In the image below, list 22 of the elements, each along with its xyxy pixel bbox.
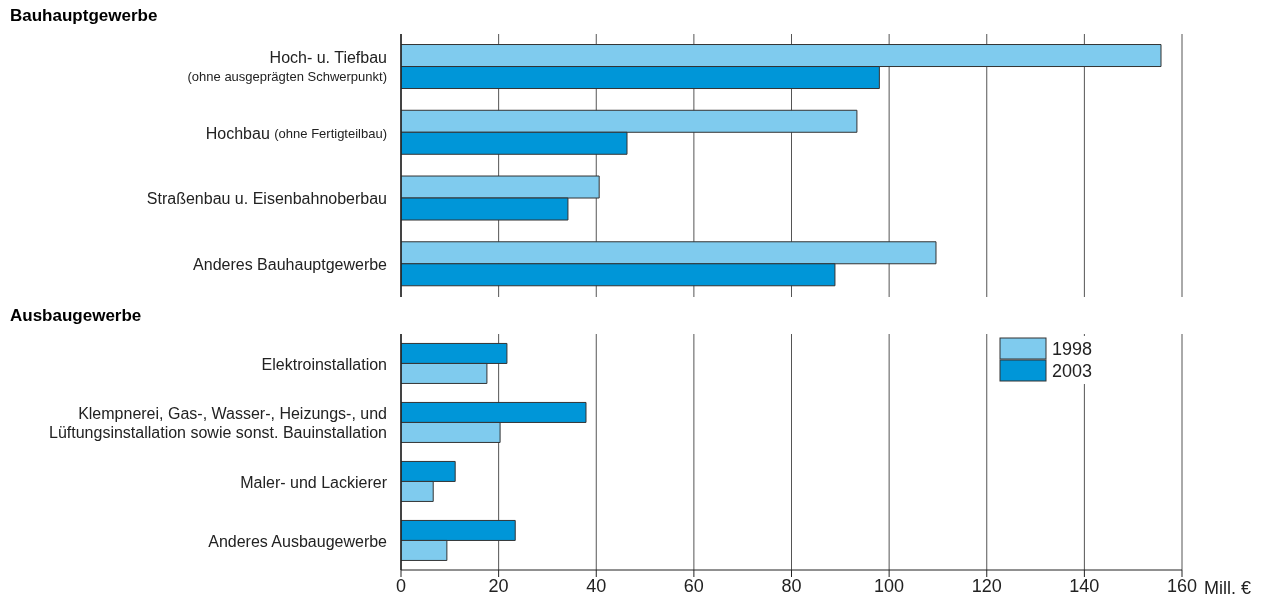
x-tick-label: 160 (1166, 575, 1198, 596)
y-tick-label: Anderes Bauhauptgewerbe (193, 255, 388, 273)
legend-label: 2003 (1052, 361, 1093, 381)
x-tick-label: 100 (874, 575, 905, 596)
y-tick-label: Klempnerei, Gas-, Wasser-, Heizungs-, und Lüftungsinstallation sowie sonst. Bauinstallation (49, 404, 387, 441)
legend-label: 1998 (1052, 339, 1093, 359)
x-tick-label: 120 (971, 575, 1002, 596)
x-axis-title: Mill. € (1204, 578, 1252, 598)
y-tick-label: Maler- und Lackierer (240, 473, 388, 490)
x-tick-label: 80 (781, 575, 802, 596)
x-tick-label: 20 (488, 575, 509, 596)
y-tick-label: Anderes Ausbaugewerbe (208, 532, 388, 549)
y-tick-label: Hochbau (ohne Fertigteilbau) (205, 124, 387, 142)
x-tick-label: 60 (683, 575, 704, 596)
x-tick-label: 0 (395, 575, 407, 596)
text: Ausbaugewerbe (10, 306, 143, 327)
x-tick-label: 140 (1069, 575, 1100, 596)
y-tick-label: Elektroinstallation (261, 355, 387, 372)
x-tick-label: 40 (586, 575, 607, 596)
y-tick-label: Straßenbau u. Eisenbahnoberbau (146, 189, 387, 207)
text: Bauhauptgewerbe (10, 6, 159, 27)
y-tick-label: Hoch- u. Tiefbau (ohne ausgeprägten Schwerpunkt) (187, 48, 387, 84)
